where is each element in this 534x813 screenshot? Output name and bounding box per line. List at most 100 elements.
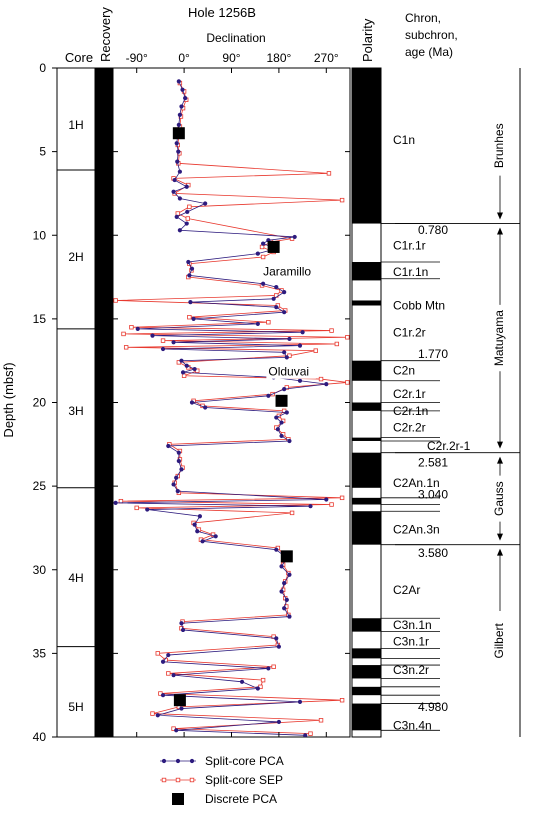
x-axis-label: Declination xyxy=(206,31,265,45)
legend-pca-marker xyxy=(189,758,195,764)
sep-point xyxy=(187,315,192,320)
pca-point xyxy=(184,221,189,226)
sep-point xyxy=(166,671,171,676)
depth-tick-label: 40 xyxy=(33,730,47,744)
pca-point xyxy=(179,706,184,711)
sep-point xyxy=(308,731,313,736)
discrete-pca-point xyxy=(275,394,288,407)
age-label: 2.581 xyxy=(418,456,448,470)
discrete-pca-point xyxy=(173,694,186,707)
pca-point xyxy=(279,589,284,594)
pca-point xyxy=(324,497,329,502)
pca-point xyxy=(255,686,260,691)
column-frame-2 xyxy=(112,67,351,738)
pca-point xyxy=(160,659,166,664)
depth-tick-label: 15 xyxy=(33,312,47,326)
sep-point xyxy=(318,718,324,723)
sep-point xyxy=(345,380,350,385)
sep-point xyxy=(326,171,332,176)
pca-point xyxy=(180,627,186,633)
pca-point xyxy=(179,104,184,109)
pca-point xyxy=(274,284,279,290)
pca-point xyxy=(292,234,297,240)
pca-point xyxy=(189,266,195,271)
normal-polarity-zone xyxy=(352,648,381,659)
epoch-matuyama: Matuyama xyxy=(492,310,506,366)
core-label-2H: 2H xyxy=(68,250,83,264)
chron-label: C1r.1n xyxy=(393,265,428,279)
depth-tick-label: 35 xyxy=(33,646,47,660)
chron-label: C2An.1n xyxy=(393,476,440,490)
pca-point xyxy=(186,259,191,265)
age-label: 3.580 xyxy=(418,546,448,560)
depth-tick-label: 5 xyxy=(39,145,46,159)
pca-point xyxy=(279,433,284,439)
pca-point xyxy=(183,96,188,101)
annotation-bg xyxy=(266,364,316,379)
sep-point xyxy=(313,348,318,353)
pca-point xyxy=(287,614,292,619)
pca-point xyxy=(279,564,284,569)
epoch-brunhes: Brunhes xyxy=(492,123,506,168)
chron-label: C3n.1n xyxy=(393,618,432,632)
pca-point xyxy=(171,340,176,345)
legend-sep-marker xyxy=(189,777,195,783)
normal-polarity-zone xyxy=(352,497,381,505)
pca-point xyxy=(203,201,208,206)
pca-point xyxy=(171,673,176,678)
pca-point xyxy=(180,370,186,375)
pca-point xyxy=(261,241,266,246)
pca-point xyxy=(303,733,308,737)
pca-point xyxy=(184,184,189,189)
polarity-column-header: Polarity xyxy=(360,18,375,62)
pca-point xyxy=(197,514,202,519)
age-label: 3.040 xyxy=(418,487,448,501)
pca-point xyxy=(284,410,289,415)
normal-polarity-zone xyxy=(352,360,381,381)
pca-point xyxy=(274,636,279,641)
pca-point xyxy=(255,251,260,256)
sep-point xyxy=(266,320,271,325)
chron-label: C2r.2r-1 xyxy=(427,439,471,453)
chron-label: C3n.4n xyxy=(393,718,432,732)
chron-label: C2n xyxy=(393,364,415,378)
declination-tick-label: 270° xyxy=(314,51,339,65)
epoch-arrowhead-bottom xyxy=(497,533,503,541)
pca-point xyxy=(239,679,245,684)
pca-point xyxy=(266,666,271,671)
pca-point xyxy=(155,713,160,718)
pca-point xyxy=(174,214,179,219)
pca-point xyxy=(171,482,176,487)
legend-sep-marker xyxy=(175,777,181,783)
annotation-bg xyxy=(261,264,324,279)
pca-point xyxy=(275,427,280,432)
pca-point xyxy=(177,112,182,117)
pca-point xyxy=(276,719,281,725)
legend-label: Discrete PCA xyxy=(205,792,277,806)
normal-polarity-zone xyxy=(352,402,381,411)
age-label: 1.770 xyxy=(418,347,448,361)
sep-point xyxy=(271,664,276,669)
chron-label: C2An.3n xyxy=(393,523,440,537)
pca-point xyxy=(192,366,197,372)
pca-point xyxy=(113,500,118,505)
chron-label: C1r.1r xyxy=(393,238,426,252)
legend-pca-marker xyxy=(175,758,181,764)
annotation-olduvai: Olduvai xyxy=(268,365,309,379)
pca-point xyxy=(160,346,166,352)
legend-label: Split-core PCA xyxy=(205,754,284,768)
discrete-pca-point xyxy=(280,550,293,563)
depth-tick-label: 10 xyxy=(33,228,47,242)
epoch-arrowhead-bottom xyxy=(497,212,503,220)
depth-tick-label: 20 xyxy=(33,396,47,410)
pca-point xyxy=(287,572,292,577)
pca-point xyxy=(145,507,150,512)
pca-point xyxy=(180,87,185,92)
core-label-3H: 3H xyxy=(68,404,83,418)
chron-label: C3n.1r xyxy=(393,635,429,649)
epoch-gauss: Gauss xyxy=(492,481,506,516)
pca-point xyxy=(175,489,180,494)
pca-point xyxy=(174,141,179,146)
pca-point xyxy=(192,522,197,527)
chron-label: C2r.2r xyxy=(393,421,426,435)
